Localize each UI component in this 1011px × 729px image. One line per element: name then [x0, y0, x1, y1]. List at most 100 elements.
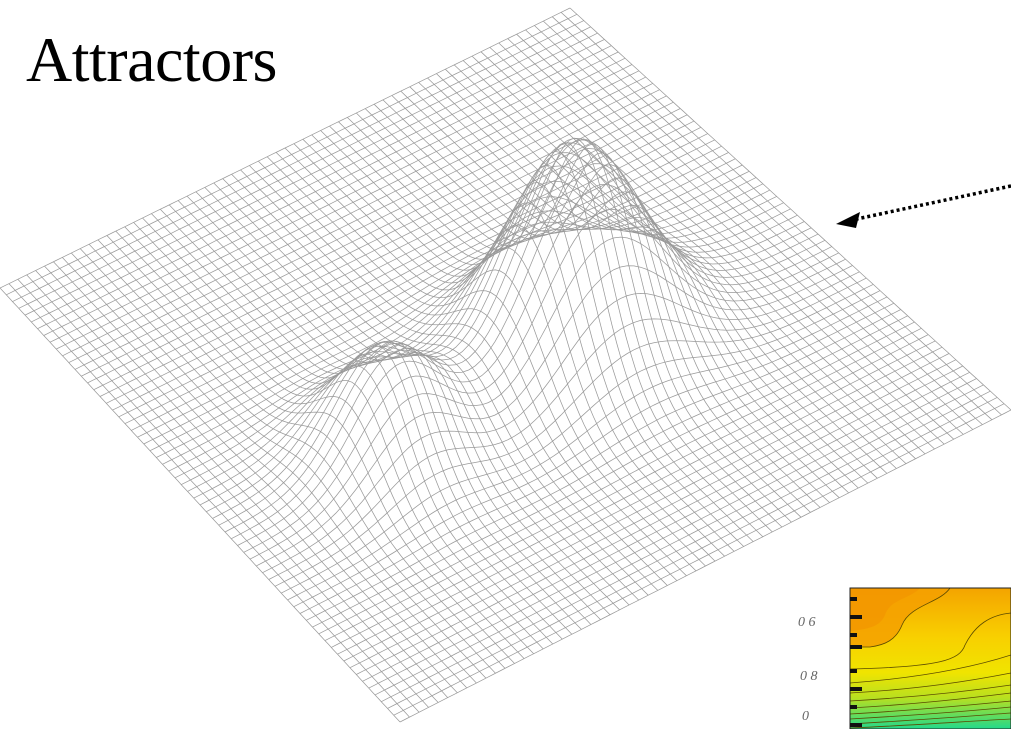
- mesh-line: [88, 243, 496, 674]
- contour-plot-frame: [849, 587, 1011, 729]
- mesh-line: [498, 42, 935, 450]
- mesh-line: [71, 252, 477, 684]
- contour-line: [850, 700, 1011, 715]
- mesh-line: [338, 121, 764, 537]
- mesh-line: [534, 25, 974, 430]
- mesh-line: [240, 169, 659, 591]
- contour-line: [850, 588, 951, 648]
- mesh-line: [44, 265, 448, 698]
- axis-tick-mark: [850, 645, 862, 649]
- mesh-line: [222, 178, 639, 601]
- mesh-line: [356, 112, 783, 528]
- mesh-line: [249, 165, 668, 586]
- mesh-line: [124, 226, 534, 654]
- mesh-line: [480, 51, 916, 459]
- mesh-line: [525, 29, 964, 435]
- contour-line: [850, 718, 1011, 729]
- axis-tick-mark: [850, 723, 862, 727]
- mesh-line: [347, 117, 773, 533]
- contour-line: [850, 684, 1011, 702]
- mesh-line: [26, 274, 429, 708]
- mesh-line: [133, 222, 544, 650]
- mesh-line: [142, 217, 554, 645]
- contour-plot-thumbnail: 0 6 0 8 0: [790, 585, 1011, 729]
- mesh-line: [306, 315, 908, 621]
- contour-axis-ticks: [850, 597, 862, 727]
- dotted-pointer-arrow: [836, 184, 1011, 228]
- axis-tick-mark: [850, 669, 857, 673]
- mesh-line: [281, 290, 881, 594]
- contour-fill-region: [850, 588, 1011, 729]
- inset-tick-label: 0 8: [800, 669, 818, 684]
- mesh-line: [115, 230, 525, 659]
- mesh-line: [231, 173, 649, 596]
- mesh-line: [53, 261, 458, 693]
- mesh-line: [17, 278, 420, 713]
- mesh-line: [204, 187, 620, 611]
- axis-tick-mark: [850, 615, 862, 619]
- mesh-line: [427, 77, 859, 489]
- mesh-line: [160, 208, 573, 635]
- contour-line: [850, 612, 1011, 670]
- mesh-line: [516, 33, 954, 440]
- slide-title: Attractors: [26, 24, 277, 95]
- mesh-line: [258, 160, 678, 581]
- mesh-line: [143, 152, 729, 445]
- mesh-line: [462, 60, 897, 469]
- mesh-line: [489, 47, 926, 455]
- contour-plot-svg: [849, 587, 1011, 729]
- mesh-line: [79, 248, 487, 679]
- mesh-line: [151, 213, 563, 640]
- mesh-line: [312, 321, 915, 628]
- contour-line: [850, 672, 1011, 694]
- mesh-line: [168, 204, 582, 630]
- mesh-line: [213, 182, 630, 606]
- contour-line: [850, 706, 1011, 720]
- mesh-line: [409, 86, 840, 498]
- mesh-line: [569, 7, 1011, 411]
- inset-tick-label: 0: [802, 709, 809, 724]
- mesh-line: [284, 147, 706, 567]
- mesh-line: [177, 200, 592, 625]
- inset-tick-label: 0 6: [798, 615, 816, 630]
- mesh-line: [186, 195, 601, 620]
- mesh-line: [471, 55, 907, 464]
- mesh-line: [391, 95, 821, 508]
- mesh-line: [453, 64, 888, 474]
- wireframe-mesh: [0, 7, 1011, 723]
- mesh-line: [373, 103, 802, 518]
- contour-line: [850, 654, 1011, 684]
- mesh-line: [106, 235, 515, 664]
- mesh-line: [400, 90, 830, 503]
- mesh-line: [551, 16, 993, 420]
- mesh-line: [275, 152, 697, 572]
- mesh-line: [311, 134, 735, 552]
- axis-tick-mark: [850, 705, 857, 709]
- mesh-line: [8, 283, 410, 718]
- mesh-line: [382, 99, 811, 513]
- mesh-line: [112, 120, 695, 411]
- mesh-line: [436, 73, 869, 484]
- axis-tick-mark: [850, 687, 862, 691]
- contour-line: [850, 692, 1011, 709]
- mesh-line: [195, 191, 611, 615]
- axis-tick-mark: [850, 597, 857, 601]
- mesh-line: [0, 287, 401, 723]
- mesh-line: [262, 271, 860, 574]
- mesh-line: [507, 38, 945, 445]
- mesh-line: [445, 68, 878, 479]
- mesh-line: [35, 270, 439, 703]
- mesh-line: [266, 156, 687, 576]
- mesh-line: [97, 239, 506, 669]
- mesh-line: [364, 108, 792, 523]
- mesh-line: [418, 82, 849, 494]
- mesh-line: [274, 284, 874, 587]
- dotted-arrow-line: [851, 184, 1011, 222]
- contour-line: [850, 712, 1011, 725]
- mesh-line: [293, 143, 716, 562]
- mesh-line: [329, 125, 754, 542]
- axis-tick-mark: [850, 633, 857, 637]
- arrow-head-icon: [836, 212, 860, 228]
- mesh-line: [62, 257, 468, 689]
